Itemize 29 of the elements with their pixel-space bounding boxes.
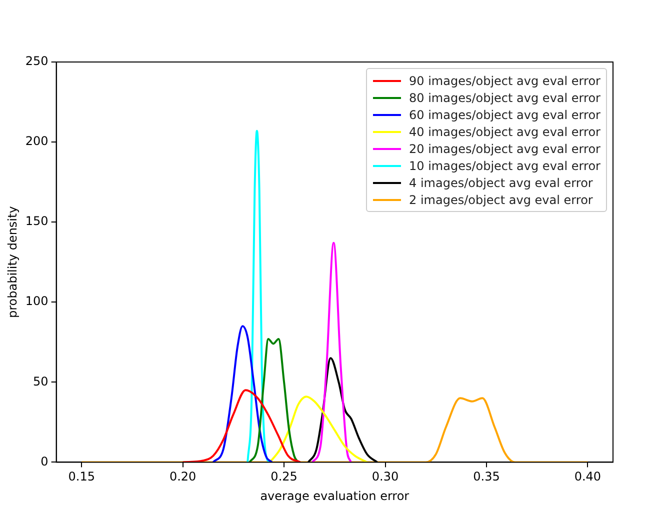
line-series xyxy=(248,338,300,462)
y-tick-label: 250 xyxy=(25,54,48,68)
x-tick-label: 0.15 xyxy=(68,470,95,484)
legend-label: 80 images/object avg eval error xyxy=(409,90,600,104)
y-axis-title: probability density xyxy=(5,206,20,318)
line-series xyxy=(311,242,352,462)
legend-label: 90 images/object avg eval error xyxy=(409,74,600,88)
line-series xyxy=(246,130,271,462)
x-tick-label: 0.35 xyxy=(473,470,500,484)
x-tick-label: 0.40 xyxy=(574,470,602,484)
x-tick-label: 0.20 xyxy=(169,470,196,484)
y-tick-label: 0 xyxy=(40,454,48,468)
legend-label: 2 images/object avg eval error xyxy=(409,192,593,206)
line-series xyxy=(80,397,589,462)
legend-label: 60 images/object avg eval error xyxy=(409,108,600,122)
x-tick-label: 0.30 xyxy=(372,470,399,484)
x-axis-title: average evaluation error xyxy=(260,488,410,503)
y-tick-label: 150 xyxy=(25,214,48,228)
line-series xyxy=(182,389,302,462)
legend-label: 4 images/object avg eval error xyxy=(409,176,593,190)
y-tick-label: 200 xyxy=(25,134,48,148)
line-series xyxy=(212,325,273,462)
y-tick-label: 100 xyxy=(25,294,48,308)
legend-label: 20 images/object avg eval error xyxy=(409,142,600,156)
y-tick-label: 50 xyxy=(33,374,48,388)
line-series xyxy=(268,396,368,462)
legend-label: 10 images/object avg eval error xyxy=(409,158,600,172)
legend-label: 40 images/object avg eval error xyxy=(409,124,600,138)
x-tick-label: 0.25 xyxy=(270,470,298,484)
